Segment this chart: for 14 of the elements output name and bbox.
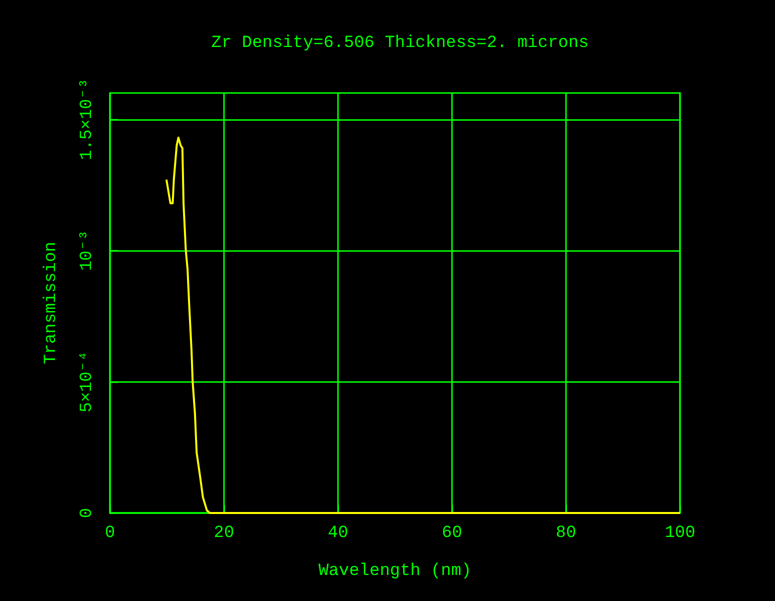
x-tick-label: 20 bbox=[214, 524, 234, 543]
y-tick-label: 10⁻³ bbox=[78, 230, 97, 271]
y-tick-label: 5×10⁻⁴ bbox=[78, 351, 97, 412]
x-tick-label: 80 bbox=[556, 524, 576, 543]
y-tick-label: 0 bbox=[78, 508, 97, 518]
y-axis-title: Transmission bbox=[42, 242, 61, 364]
x-tick-label: 40 bbox=[328, 524, 348, 543]
y-tick-label: 1.5×10⁻³ bbox=[78, 78, 97, 160]
x-axis-title: Wavelength (nm) bbox=[318, 562, 472, 581]
x-tick-label: 100 bbox=[664, 524, 696, 543]
chart-title: Zr Density=6.506 Thickness=2. microns bbox=[211, 34, 589, 53]
x-tick-label: 0 bbox=[104, 524, 116, 543]
x-tick-label: 60 bbox=[442, 524, 462, 543]
line-series bbox=[165, 136, 681, 514]
